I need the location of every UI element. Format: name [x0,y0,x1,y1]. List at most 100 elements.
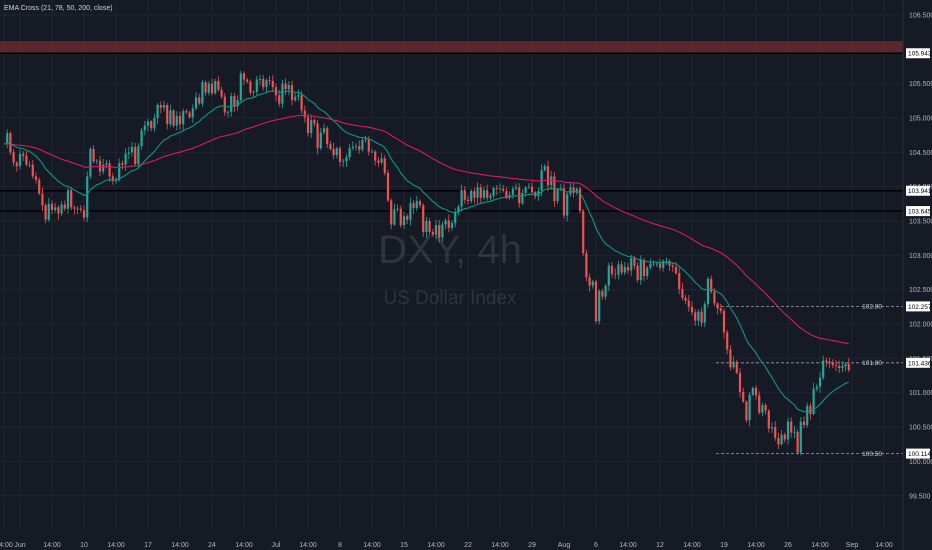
indicator-legend[interactable]: EMA Cross (21, 78, 50, 200, close) [4,5,113,12]
candle-body [383,158,386,173]
level-tag: 103.941 [908,188,932,195]
price-tick-label: 103.500 [909,219,932,226]
candle-body [646,267,649,276]
candle-body [166,104,169,125]
candle-body [585,253,588,278]
candle-body [322,128,326,133]
supply-zone [0,41,903,54]
ema-slow-line [3,114,849,345]
level-tag: 103.645 [908,209,932,216]
candle-body [841,365,844,369]
price-tick-label: 100.500 [909,425,932,432]
time-tick-label: 6 [594,542,598,549]
candle-body [767,410,770,429]
candle-body [639,260,642,281]
candle-body [194,97,198,109]
candle-body [31,164,34,177]
candle-body [297,95,300,97]
time-tick-label: 14:00 [875,542,893,549]
candle-body [505,190,508,197]
candle-body [713,291,716,304]
time-tick-label: 14:00 [683,542,701,549]
price-tick-label: 104.500 [909,150,932,157]
price-tick-label: 106.500 [909,12,932,19]
candle-body [511,188,514,195]
time-tick-label: 15 [400,542,408,549]
time-tick-label: 12 [656,542,664,549]
candle-body [76,208,79,210]
candle-body [524,187,527,193]
candle-body [342,161,345,163]
time-axis[interactable]: 14:00Jun14:001014:001714:002414:00Jul14:… [0,542,893,549]
ema-fast-line [3,90,849,413]
candle-body [530,186,534,193]
candle-body [847,363,850,371]
candle-body [335,148,338,156]
candle-body [697,311,700,321]
candle-body [92,148,95,162]
candle-body [556,189,559,202]
candle-body [751,387,754,395]
candle-body [380,158,383,163]
candle-body [9,133,12,153]
candle-body [271,80,274,88]
candle-body [118,163,121,180]
candle-body [598,291,601,322]
candle-body [393,209,396,225]
price-tick-label: 101.000 [909,390,932,397]
candle-body [15,162,18,167]
level-tag-bg [906,48,930,59]
price-tick-label: 102.500 [909,287,932,294]
candle-body [191,108,194,118]
candle-body [409,203,412,220]
candle-body [201,82,204,104]
candle-body [690,306,694,313]
candle-body [518,187,521,204]
candle-body [633,258,636,266]
candle-body [290,85,294,101]
candle-body [822,360,825,378]
candle-body [361,139,364,150]
time-tick-label: 14:00 [235,542,253,549]
candle-body [470,190,473,202]
candle-body [495,188,498,189]
candle-body [492,188,495,196]
candle-body [284,83,287,90]
candle-body [255,79,258,92]
candle-body [652,263,655,265]
price-tick-label: 102.000 [909,322,932,329]
candle-body [172,110,175,126]
time-tick-label: 19 [720,542,728,549]
ema-lines [3,90,849,413]
candle-body [678,273,681,290]
watermark-name: US Dollar Index [383,288,517,309]
candle-body [748,394,751,421]
candle-body [463,190,466,200]
candle-body [226,111,230,113]
candle-body [95,160,98,162]
candle-body [262,78,265,88]
candle-body [63,204,66,209]
candle-body [514,187,518,189]
candle-body [377,160,380,163]
candle-body [265,80,268,88]
level-value-tag: 101.436 [908,360,932,367]
candle-body [572,187,575,193]
candle-body [105,163,108,165]
candle-body [489,195,492,198]
candle-body [198,97,201,104]
candle-body [482,190,486,198]
candle-body [34,176,38,180]
candle-body [150,121,153,129]
candle-body [143,125,146,131]
candle-body [790,421,793,433]
candle-body [223,96,226,113]
level-tag-bg [906,357,930,368]
time-tick-label: 14:00 [0,542,13,549]
candle-body [370,151,374,153]
candle-body [268,80,271,82]
candle-body [188,112,191,118]
candle-body [399,208,402,226]
candle-body [614,273,617,275]
